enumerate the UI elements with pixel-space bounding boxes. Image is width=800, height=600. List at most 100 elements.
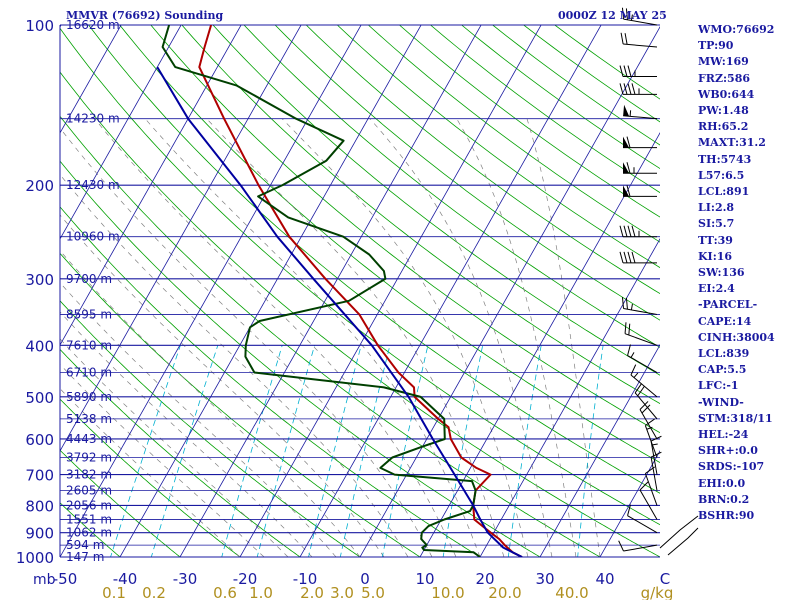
index-item: L57:6.5 [698, 168, 745, 182]
wind-barb-staff [650, 456, 658, 491]
pressure-tick-label: 500 [25, 389, 54, 407]
wind-barb-staff [644, 473, 658, 506]
index-item: BRN:0.2 [698, 492, 750, 506]
height-label: 1551 m [66, 512, 112, 526]
wind-barb [650, 451, 662, 491]
isotherm-line [60, 25, 62, 28]
wind-barb-staff [627, 515, 658, 534]
wind-barb-half-feather [630, 352, 635, 358]
wind-barb-flag [623, 104, 630, 117]
pressure-unit-label: mb [33, 572, 56, 588]
wind-barb [624, 322, 658, 346]
wind-barb-staff [650, 441, 658, 475]
index-item: WB0:644 [698, 87, 755, 101]
moist-adiabat-line [526, 118, 601, 557]
moist-adiabat-line [60, 127, 433, 557]
dry-adiabat-line [0, 13, 12, 568]
height-label: 4443 m [66, 432, 112, 446]
chart-title: MMVR (76692) Sounding [66, 9, 224, 22]
dry-adiabat-line [60, 27, 660, 526]
dry-adiabat-line [60, 71, 660, 557]
isotherm-line [60, 25, 182, 240]
pressure-tick-label: 900 [25, 525, 54, 543]
height-label: 5138 m [66, 412, 112, 426]
mixing-ratio-tick-label: 0.1 [102, 584, 126, 600]
wind-barb-feather [624, 33, 628, 45]
dry-adiabat-line [60, 252, 421, 557]
wind-barb-feather [645, 466, 655, 474]
index-item: EHI:0.0 [698, 476, 746, 490]
pressure-tick-label: 300 [25, 271, 54, 289]
isotherm-line [299, 25, 602, 557]
dry-adiabat-line [60, 300, 361, 557]
wind-barb [618, 540, 658, 552]
mixing-ratio-tick-label: 0.2 [142, 584, 166, 600]
mixing-ratio-tick-label: 1.0 [249, 584, 273, 600]
series-dewpoint [161, 25, 481, 557]
wind-barb-half-feather [630, 14, 633, 21]
temperature-tick-label: -50 [53, 570, 78, 588]
wind-barb-feather [627, 504, 631, 516]
wind-barb [620, 32, 658, 48]
height-label: 147 m [66, 550, 104, 564]
temperature-tick-label: C [660, 570, 670, 588]
wind-barb-staff [627, 355, 658, 373]
wind-barb-staff [623, 115, 658, 120]
series-parcel [156, 66, 523, 557]
moist-adiabat-line [60, 388, 241, 557]
mixing-ratio-lines [110, 345, 604, 557]
wind-barb [627, 344, 658, 373]
isotherm-line [419, 132, 660, 557]
wind-barbs [618, 7, 699, 556]
wind-barb [627, 504, 658, 534]
dry-adiabat-line [305, 25, 660, 295]
moist-adiabat-line [281, 118, 529, 557]
index-item: CAP:5.5 [698, 363, 747, 377]
wind-barb-staff [639, 489, 658, 520]
wind-barb [630, 364, 658, 398]
temperature-tick-label: 10 [415, 570, 434, 588]
dry-adiabat-line [60, 502, 121, 557]
index-item: LCL:891 [698, 185, 750, 199]
mixing-ratio-line [221, 345, 283, 557]
isotherm-line [60, 25, 122, 134]
height-label: 2605 m [66, 484, 112, 498]
wind-barb-staff [624, 333, 658, 346]
moist-adiabat-line [456, 118, 577, 557]
moist-adiabat-line [369, 118, 553, 557]
index-item: HEL:-24 [698, 428, 749, 442]
wind-barb-feather [623, 65, 628, 77]
height-label: 10960 m [66, 230, 120, 244]
moist-adiabat-line [60, 174, 409, 557]
mixing-ratio-tick-label: g/kg [641, 584, 674, 600]
height-label: 3182 m [66, 468, 112, 482]
wind-barb-feather [630, 364, 637, 376]
dry-adiabat-line [60, 348, 301, 557]
wind-barb-flag [623, 136, 629, 148]
wind-barb [639, 481, 658, 520]
index-item: -PARCEL- [698, 298, 758, 312]
wind-barb-flag [623, 162, 629, 174]
height-label: 2056 m [66, 498, 112, 512]
pressure-tick-label: 600 [25, 431, 54, 449]
wind-barb-feather [626, 185, 631, 197]
pressure-tick-label: 400 [25, 337, 54, 355]
index-item: KI:16 [698, 249, 733, 263]
index-item: -WIND- [698, 395, 744, 409]
wind-barb-feather [645, 418, 655, 426]
wind-barb-half-feather [651, 443, 658, 446]
mixing-ratio-line [339, 345, 391, 557]
moist-adiabat-line [60, 282, 337, 557]
wind-barb [644, 418, 658, 458]
wind-barb-feather [639, 401, 649, 410]
wind-barb [619, 225, 657, 238]
hodograph-line [667, 527, 699, 556]
index-item: TP:90 [698, 39, 734, 53]
wind-barb-feather [650, 451, 662, 458]
moist-adiabat-line [206, 118, 505, 557]
dry-adiabats [0, 13, 660, 568]
mixing-ratio-line [256, 345, 315, 557]
wind-barb-feather [634, 383, 643, 394]
wind-barb [644, 466, 658, 506]
